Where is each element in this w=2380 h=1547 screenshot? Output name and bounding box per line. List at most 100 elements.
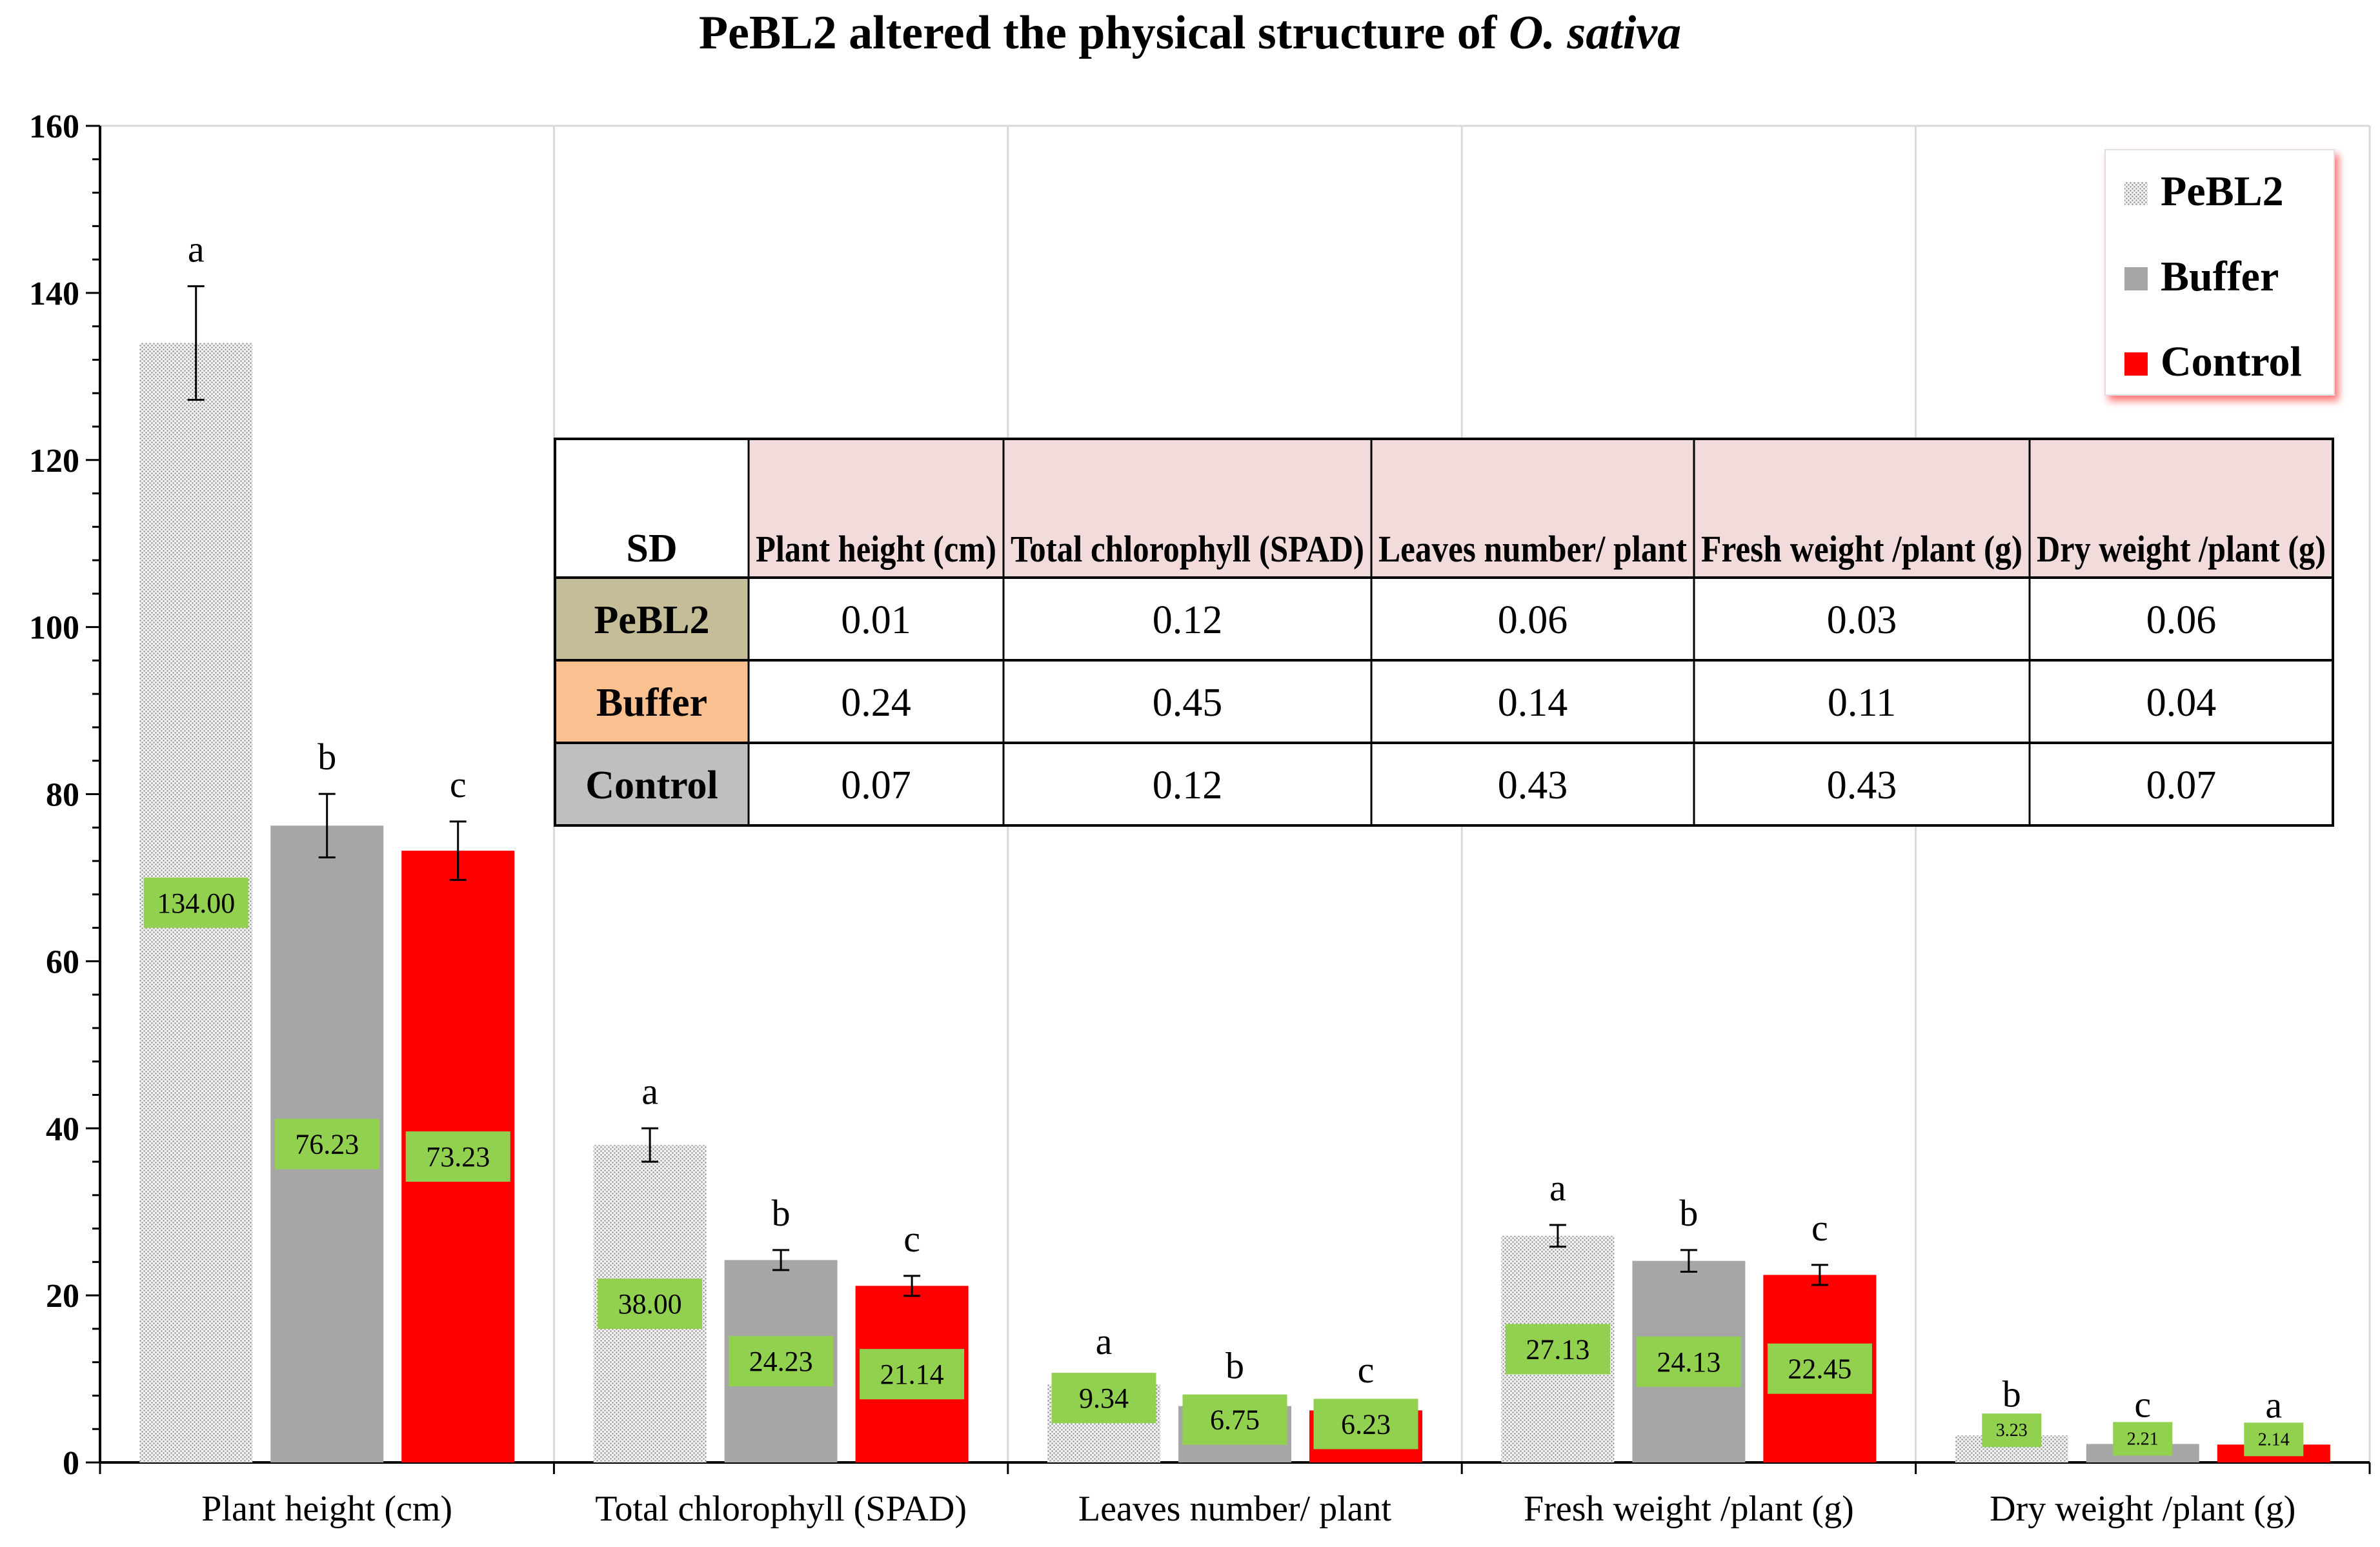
significance-letter: b <box>1225 1344 1244 1386</box>
significance-letter: b <box>2002 1373 2021 1415</box>
data-label-box <box>860 1349 965 1400</box>
data-label-box <box>2113 1422 2173 1456</box>
table-column-header: Dry weight /plant (g) <box>2037 528 2326 570</box>
legend-label: Control <box>2161 338 2302 385</box>
data-label: 134.00 <box>157 887 235 919</box>
table-cell: 0.43 <box>1498 763 1568 807</box>
significance-letter: a <box>2265 1384 2282 1426</box>
table-border <box>554 438 2334 827</box>
significance-letter: a <box>1096 1320 1113 1362</box>
x-tick-label: Fresh weight /plant (g) <box>1524 1489 1854 1529</box>
data-label: 6.75 <box>1210 1404 1260 1436</box>
data-label: 6.23 <box>1341 1408 1391 1440</box>
table-row-label: PeBL2 <box>594 598 709 642</box>
table-cell: 0.03 <box>1827 598 1897 642</box>
table-header-cell <box>1371 439 1694 578</box>
table-column-header: Leaves number/ plant <box>1378 528 1688 570</box>
y-tick-label: 140 <box>29 276 79 312</box>
data-label-box <box>598 1279 703 1330</box>
data-label: 9.34 <box>1079 1382 1129 1414</box>
table-column-header: Fresh weight /plant (g) <box>1701 528 2022 570</box>
y-tick-label: 120 <box>29 443 79 480</box>
table-cell: 0.14 <box>1498 681 1568 725</box>
table-cell: 0.07 <box>2146 763 2217 807</box>
y-tick-label: 20 <box>46 1278 79 1315</box>
data-label-box <box>405 1131 510 1182</box>
data-label-box <box>274 1118 379 1169</box>
data-label: 22.45 <box>1788 1353 1851 1385</box>
label-layer: a 134.00 b 76.23 c 73.23 a 38.00 b 24.23 c 21.14 a 9.… <box>143 228 2304 1457</box>
chart-title: PeBL2 altered the physical structure of … <box>699 6 1681 59</box>
data-label-box <box>729 1336 834 1387</box>
legend-swatch-pebl2 <box>2124 182 2148 205</box>
y-tick-label: 40 <box>46 1111 79 1148</box>
legend-swatch-buffer <box>2124 267 2148 290</box>
data-label: 24.13 <box>1657 1346 1720 1378</box>
table-corner-label: SD <box>626 527 677 571</box>
data-label-box <box>1767 1343 1872 1394</box>
table-cell: 0.12 <box>1153 763 1223 807</box>
y-tick-label: 160 <box>29 108 79 145</box>
data-label: 76.23 <box>295 1129 359 1160</box>
significance-letter: c <box>1811 1207 1828 1249</box>
data-label: 2.21 <box>2127 1429 2159 1449</box>
table-cell: 0.01 <box>841 598 911 642</box>
data-label-box <box>1051 1373 1156 1424</box>
table-cell: 0.12 <box>1153 598 1223 642</box>
significance-letter: c <box>2134 1384 2151 1426</box>
x-tick-label: Total chlorophyll (SPAD) <box>595 1489 967 1529</box>
data-label: 27.13 <box>1526 1333 1589 1365</box>
table-header-cell <box>1003 439 1371 578</box>
y-tick-label: 100 <box>29 610 79 647</box>
data-label-box <box>1505 1324 1610 1375</box>
axis-layer: 0 20 40 60 80 100 120 140 160 Plant height (cm) To… <box>29 108 2371 1529</box>
inset-table: SD Plant height (cm) Total chlorophyll (SP… <box>554 438 2334 827</box>
data-label: 2.14 <box>2258 1430 2290 1450</box>
data-label-box <box>143 877 248 928</box>
legend-label: PeBL2 <box>2161 168 2284 215</box>
table-row-label-cell <box>555 578 749 660</box>
table-row-label: Buffer <box>596 681 707 725</box>
data-label: 3.23 <box>1996 1421 2028 1441</box>
data-label-box <box>1313 1399 1418 1450</box>
significance-letter: b <box>1679 1192 1698 1234</box>
table-column-header: Plant height (cm) <box>756 528 996 570</box>
significance-letter: a <box>188 228 205 270</box>
significance-letter: a <box>641 1070 658 1112</box>
y-tick-label: 80 <box>46 777 79 814</box>
data-label-box <box>1982 1413 2042 1448</box>
data-label-box <box>1636 1336 1741 1387</box>
significance-letter: c <box>450 763 467 805</box>
significance-letter: c <box>1358 1349 1375 1391</box>
significance-letter: b <box>318 736 336 778</box>
table-row-label: Control <box>585 763 718 807</box>
table-header-cell <box>1694 439 2030 578</box>
table-cell: 0.07 <box>841 763 911 807</box>
table-column-header: Total chlorophyll (SPAD) <box>1011 528 1364 570</box>
data-label-box <box>2244 1422 2304 1457</box>
y-tick-label: 0 <box>63 1445 79 1482</box>
table-header-cell <box>749 439 1003 578</box>
y-tick-label: 60 <box>46 944 79 980</box>
data-label: 24.23 <box>749 1346 813 1377</box>
significance-letter: a <box>1549 1167 1566 1209</box>
table-row-label-cell <box>555 660 749 743</box>
table-row-label-cell <box>555 743 749 825</box>
table-cell: 0.45 <box>1153 681 1223 725</box>
x-tick-label: Dry weight /plant (g) <box>1990 1489 2295 1529</box>
significance-letter: c <box>903 1218 920 1260</box>
table-cell: 0.24 <box>841 681 911 725</box>
legend: PeBL2 Buffer Control <box>2104 149 2335 396</box>
data-label: 38.00 <box>618 1288 682 1320</box>
chart-title-main: PeBL2 altered the physical structure of <box>699 6 1509 59</box>
table-cell: 0.43 <box>1827 763 1897 807</box>
table-cell: 0.06 <box>2146 598 2217 642</box>
significance-letter: b <box>772 1192 791 1234</box>
chart-title-italic: O. sativa <box>1509 6 1681 59</box>
table-header-cell <box>2030 439 2333 578</box>
data-label-box <box>1182 1394 1287 1445</box>
x-tick-label: Leaves number/ plant <box>1078 1489 1392 1529</box>
table-cell: 0.11 <box>1828 681 1896 725</box>
